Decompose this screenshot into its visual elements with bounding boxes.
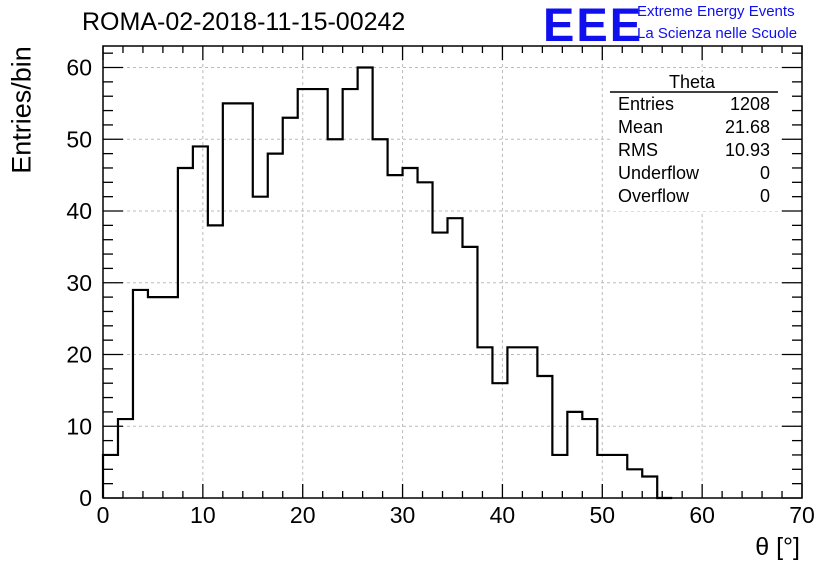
chart-title: ROMA-02-2018-11-15-00242 bbox=[82, 8, 406, 36]
stats-value: 0 bbox=[760, 186, 770, 206]
histogram-bin bbox=[283, 118, 298, 498]
x-tick-label: 50 bbox=[589, 502, 615, 528]
logo-subtitle-2: La Scienza nelle Scuole bbox=[637, 25, 798, 42]
y-tick-label: 20 bbox=[66, 342, 92, 368]
histogram-bin bbox=[537, 376, 552, 498]
stats-label: Entries bbox=[618, 94, 674, 114]
y-tick-label: 30 bbox=[66, 270, 92, 296]
histogram-bin bbox=[103, 455, 118, 498]
histogram-bin bbox=[448, 218, 463, 498]
axis-ticks bbox=[102, 46, 803, 499]
histogram-bin bbox=[552, 455, 567, 498]
histogram-bin bbox=[612, 455, 627, 498]
histogram-outline bbox=[101, 66, 673, 500]
histogram-bin bbox=[433, 233, 448, 498]
x-axis-label: θ [°] bbox=[755, 533, 800, 561]
histogram-bin bbox=[328, 139, 343, 498]
histogram-bins bbox=[101, 66, 673, 500]
histogram-bin bbox=[492, 383, 507, 498]
histogram-bin bbox=[238, 103, 253, 498]
histogram-bin bbox=[388, 175, 403, 498]
histogram-bin bbox=[253, 197, 268, 498]
stats-label: Underflow bbox=[618, 163, 700, 183]
histogram-bin bbox=[148, 297, 163, 498]
y-tick-label: 40 bbox=[66, 198, 92, 224]
histogram-bin bbox=[477, 347, 492, 498]
x-tick-label: 10 bbox=[190, 502, 216, 528]
histogram-bin bbox=[582, 419, 597, 498]
histogram-bin bbox=[642, 476, 657, 498]
stats-value: 1208 bbox=[730, 94, 770, 114]
stats-label: RMS bbox=[618, 140, 658, 160]
histogram-bin bbox=[597, 455, 612, 498]
stats-value: 10.93 bbox=[725, 140, 770, 160]
x-tick-label: 40 bbox=[490, 502, 516, 528]
histogram-bin bbox=[163, 297, 178, 498]
x-tick-label: 20 bbox=[290, 502, 316, 528]
histogram-bin bbox=[208, 225, 223, 498]
histogram-bin bbox=[178, 168, 193, 498]
histogram-bin bbox=[268, 154, 283, 498]
stats-box: Theta Entries 1208 Mean 21.68 RMS 10.93 Underf… bbox=[610, 72, 778, 211]
y-tick-label: 10 bbox=[66, 413, 92, 439]
grid-lines bbox=[103, 46, 802, 498]
y-tick-label: 50 bbox=[66, 126, 92, 152]
histogram-bin bbox=[343, 89, 358, 498]
logo-subtitle-1: Extreme Energy Events bbox=[637, 3, 795, 20]
x-tick-label: 70 bbox=[789, 502, 815, 528]
histogram-bin bbox=[627, 469, 642, 498]
eee-logo: EEE bbox=[543, 0, 644, 51]
stats-title: Theta bbox=[669, 72, 716, 92]
stats-value: 21.68 bbox=[725, 117, 770, 137]
histogram-bin bbox=[567, 412, 582, 498]
x-tick-label: 0 bbox=[97, 502, 110, 528]
histogram-bin bbox=[403, 168, 418, 498]
histogram-bin bbox=[313, 89, 328, 498]
histogram-bin bbox=[298, 89, 313, 498]
histogram-bin bbox=[418, 182, 433, 498]
histogram-bin bbox=[223, 103, 238, 498]
histogram-bin bbox=[118, 419, 133, 498]
histogram-bin bbox=[522, 347, 537, 498]
histogram-bin bbox=[133, 290, 148, 498]
histogram-bin bbox=[193, 146, 208, 498]
histogram-bin bbox=[358, 68, 373, 498]
y-tick-labels: 0 10 20 30 40 50 60 bbox=[66, 55, 92, 511]
stats-value: 0 bbox=[760, 163, 770, 183]
x-tick-label: 30 bbox=[390, 502, 416, 528]
histogram-bin bbox=[373, 139, 388, 498]
plot-frame bbox=[102, 45, 803, 499]
y-tick-label: 60 bbox=[66, 55, 92, 81]
histogram-bin bbox=[507, 347, 522, 498]
x-tick-labels: 0 10 20 30 40 50 60 70 bbox=[97, 502, 815, 528]
histogram-bin bbox=[462, 247, 477, 498]
stats-label: Mean bbox=[618, 117, 663, 137]
stats-label: Overflow bbox=[618, 186, 690, 206]
x-tick-label: 60 bbox=[689, 502, 715, 528]
y-tick-label: 0 bbox=[79, 485, 92, 511]
